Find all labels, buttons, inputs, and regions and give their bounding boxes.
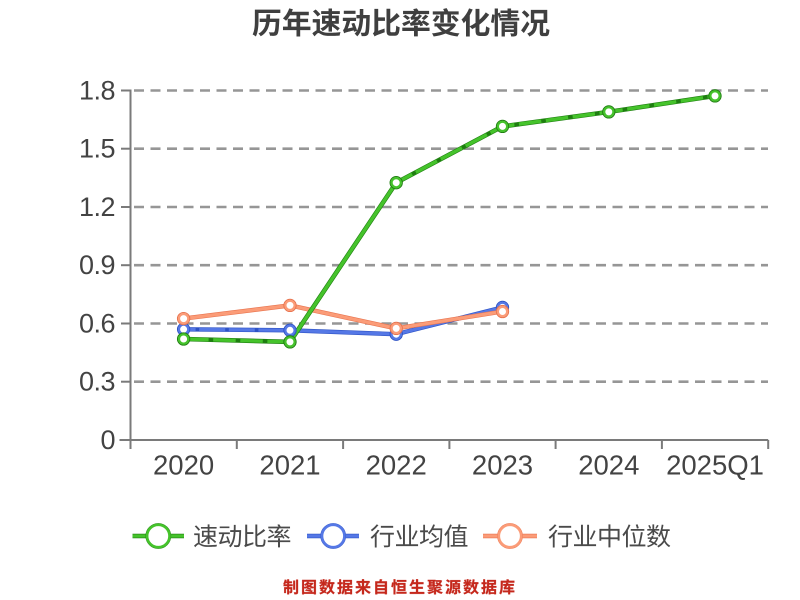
svg-text:2023: 2023 <box>472 450 533 481</box>
svg-text:0.6: 0.6 <box>79 308 115 338</box>
svg-text:0: 0 <box>100 425 115 455</box>
svg-text:2021: 2021 <box>259 450 320 481</box>
svg-text:0.3: 0.3 <box>79 367 115 397</box>
svg-text:2020: 2020 <box>153 450 214 481</box>
svg-text:1.2: 1.2 <box>79 192 115 222</box>
svg-text:2024: 2024 <box>578 450 639 481</box>
svg-text:0.9: 0.9 <box>79 250 115 280</box>
svg-text:1.5: 1.5 <box>79 134 115 164</box>
svg-text:1.8: 1.8 <box>79 75 115 105</box>
svg-text:2025Q1: 2025Q1 <box>666 450 764 481</box>
svg-text:2022: 2022 <box>366 450 427 481</box>
